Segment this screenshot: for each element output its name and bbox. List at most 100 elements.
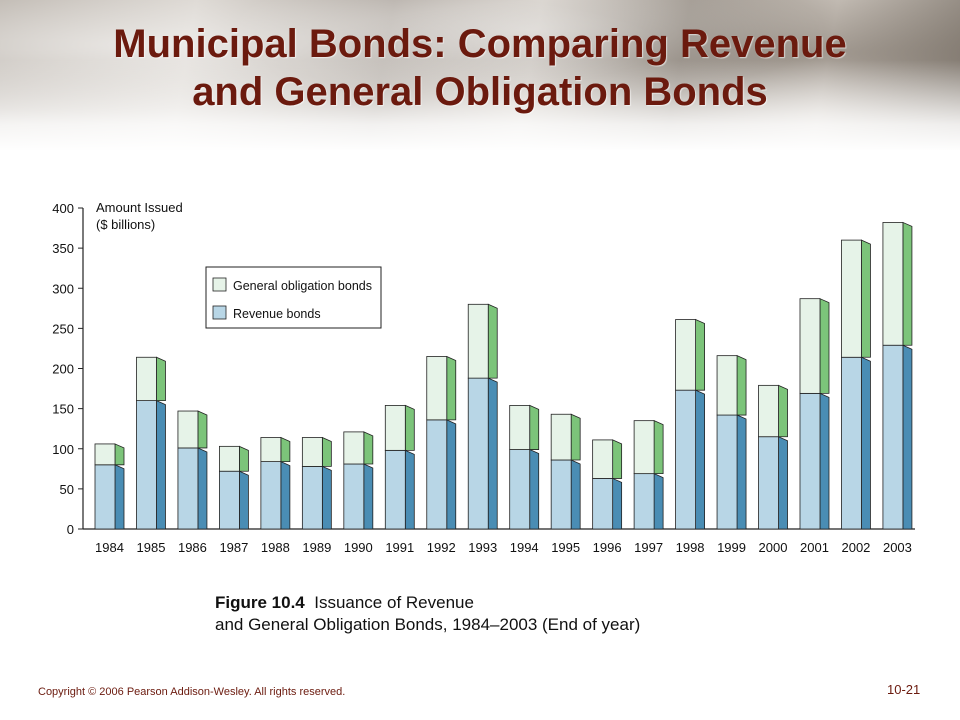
bar-general-1992: [426, 356, 448, 421]
slide-title: Municipal Bonds: Comparing Revenue and G…: [0, 20, 960, 116]
bar-general-1996: [592, 439, 614, 479]
bar-general-1986-side: [197, 410, 208, 449]
bar-revenue-1994-side: [529, 448, 540, 530]
bar-revenue-2001: [799, 392, 821, 530]
bar-revenue-2003-side: [902, 344, 913, 530]
y-tick-label: 350: [52, 241, 74, 256]
caption-figure-number: Figure 10.4: [215, 593, 305, 612]
bar-revenue-2000-side: [778, 436, 788, 530]
bar-general-2000-side: [778, 384, 788, 438]
bar-general-1989-side: [321, 436, 332, 467]
bar-general-1997: [633, 420, 655, 475]
bar-revenue-2002: [841, 356, 862, 530]
bar-revenue-1989: [301, 466, 323, 530]
bar-general-1985-side: [156, 356, 166, 402]
bar-revenue-1986: [177, 447, 199, 530]
bar-general-1992-side: [446, 355, 457, 421]
y-tick-label: 100: [52, 442, 74, 457]
bar-general-1988-side: [280, 436, 291, 462]
bar-general-2003-side: [902, 221, 913, 346]
legend-label-general: General obligation bonds: [233, 279, 372, 293]
bar-revenue-1996: [592, 478, 614, 530]
bar-general-1985: [136, 356, 157, 402]
x-tick-label: 1989: [302, 540, 331, 555]
y-tick-label: 250: [52, 321, 74, 336]
x-tick-label: 1985: [137, 540, 166, 555]
bar-revenue-2000: [758, 436, 779, 530]
x-tick-label: 1991: [385, 540, 414, 555]
bar-general-1997-side: [653, 420, 664, 475]
x-tick-label: 1997: [634, 540, 663, 555]
bar-revenue-1984-side: [114, 464, 125, 530]
bar-revenue-1985: [136, 400, 157, 530]
bar-revenue-1997-side: [653, 473, 664, 530]
bar-general-1991: [384, 405, 406, 451]
y-tick-label: 150: [52, 402, 74, 417]
bar-general-1989: [301, 437, 323, 467]
bar-revenue-1998-side: [695, 389, 705, 530]
bar-general-2001-side: [819, 298, 830, 394]
bar-general-2002: [841, 239, 862, 358]
bar-general-1987-side: [239, 445, 249, 472]
bar-revenue-1992-side: [446, 419, 457, 530]
bar-general-1991-side: [404, 404, 415, 451]
header-fade: [0, 60, 960, 152]
bar-general-1999: [716, 355, 738, 416]
bar-general-1993-side: [487, 303, 498, 379]
legend-swatch-revenue: [212, 305, 227, 320]
y-axis-title-line: ($ billions): [96, 217, 155, 232]
bar-revenue-1991-side: [404, 449, 415, 530]
bar-revenue-1990: [343, 463, 365, 530]
bar-revenue-1986-side: [197, 447, 208, 530]
legend-swatch-general: [212, 277, 227, 292]
bar-revenue-1985-side: [156, 399, 166, 530]
bar-revenue-1991: [384, 449, 406, 530]
x-tick-label: 1999: [717, 540, 746, 555]
copyright-notice: Copyright © 2006 Pearson Addison-Wesley.…: [38, 686, 346, 698]
bar-general-2001: [799, 298, 821, 394]
x-tick-label: 1988: [261, 540, 290, 555]
bar-revenue-1995: [550, 459, 572, 530]
bar-revenue-1997: [633, 473, 655, 530]
legend-box: [205, 266, 382, 329]
bar-general-1990: [343, 431, 365, 465]
bar-revenue-1984: [94, 464, 116, 530]
bar-general-1993: [467, 303, 489, 379]
bar-revenue-2003: [882, 344, 904, 530]
bar-general-1984-side: [114, 443, 125, 466]
x-tick-label: 1987: [219, 540, 248, 555]
caption-text-line2: and General Obligation Bonds, 1984–2003 …: [215, 615, 641, 634]
bar-revenue-1989-side: [321, 465, 332, 530]
bar-revenue-1996-side: [612, 477, 623, 530]
y-axis-title-line: Amount Issued: [96, 200, 183, 215]
x-tick-label: 1990: [344, 540, 373, 555]
slide-title-line2: and General Obligation Bonds: [192, 70, 768, 114]
bar-revenue-1993-side: [487, 377, 498, 530]
page-number: 10-21: [887, 682, 921, 697]
y-tick-label: 50: [60, 482, 74, 497]
bar-general-1986: [177, 410, 199, 449]
bar-revenue-1995-side: [570, 459, 581, 530]
bar-revenue-2002-side: [861, 356, 871, 530]
bar-revenue-1990-side: [363, 463, 374, 530]
x-tick-label: 1998: [676, 540, 705, 555]
y-tick-label: 300: [52, 281, 74, 296]
legend-label-revenue: Revenue bonds: [233, 307, 321, 321]
y-tick-label: 400: [52, 201, 74, 216]
bar-revenue-1992: [426, 419, 448, 530]
bar-revenue-1993: [467, 377, 489, 530]
x-tick-label: 2001: [800, 540, 829, 555]
bar-revenue-1998: [675, 389, 696, 530]
bar-general-1998-side: [695, 318, 705, 391]
slide-title-line1: Municipal Bonds: Comparing Revenue: [113, 22, 847, 66]
y-tick-label: 200: [52, 362, 74, 377]
x-tick-label: 1992: [427, 540, 456, 555]
bar-general-1995: [550, 413, 572, 461]
bar-revenue-1999: [716, 414, 738, 530]
bar-revenue-1987: [219, 470, 240, 530]
x-tick-label: 1994: [510, 540, 539, 555]
bar-general-2003: [882, 222, 904, 346]
bar-general-2002-side: [861, 239, 871, 358]
x-tick-label: 2002: [841, 540, 870, 555]
